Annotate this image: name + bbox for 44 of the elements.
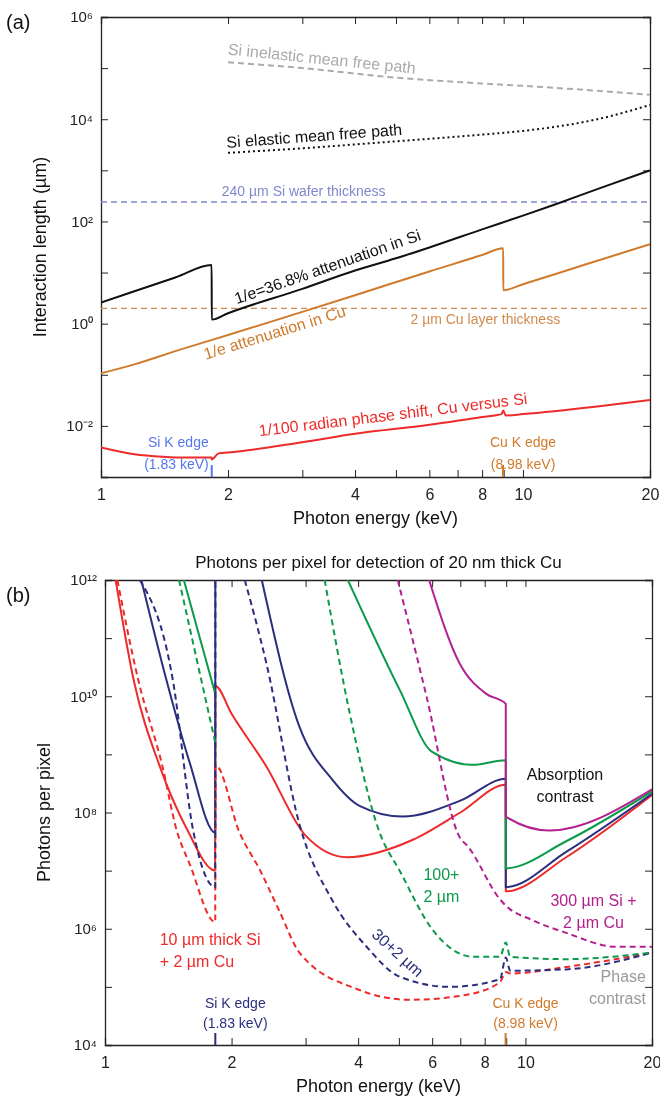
y-tick-label: 10² <box>71 212 93 230</box>
x-tick-label: 1 <box>97 486 107 504</box>
x-tick-label: 1 <box>101 1054 111 1072</box>
x-tick-label: 8 <box>478 486 488 504</box>
series-label: Si elastic mean free path <box>225 120 403 151</box>
x-tick-label: 2 <box>224 486 234 504</box>
annotation: Cu K edge (8.98 keV) <box>489 434 557 472</box>
x-tick-label: 4 <box>354 1054 364 1072</box>
annotation: Absorption contrast <box>526 765 604 805</box>
annotation: Si K edge (1.83 keV) <box>203 995 268 1031</box>
y-tick-label: 10¹² <box>70 571 97 589</box>
x-tick-label: 20 <box>641 486 660 504</box>
annotation: Si K edge (1.83 keV) <box>144 434 209 472</box>
y-tick-label: 10⁸ <box>73 803 97 821</box>
y-tick-label: 10⁰ <box>71 314 93 332</box>
y-tick-label: 10⁻² <box>66 417 93 435</box>
y-axis-title: Interaction length (µm) <box>30 156 50 338</box>
ref-line-label: 240 µm Si wafer thickness <box>221 183 386 200</box>
x-tick-label: 20 <box>643 1054 660 1072</box>
x-tick-label: 2 <box>227 1054 237 1072</box>
x-tick-label: 4 <box>351 486 361 504</box>
chart-title: Photons per pixel for detection of 20 nm thick Cu <box>195 553 562 572</box>
x-tick-label: 10 <box>517 1054 535 1072</box>
text: (b) <box>6 584 31 606</box>
series-label: 100+ 2 µm <box>423 865 460 905</box>
y-axis-title: Photons per pixel <box>34 742 54 883</box>
y-tick-label: 10¹⁰ <box>70 687 97 705</box>
x-axis-title: Photon energy (keV) <box>292 508 459 528</box>
x-tick-label: 6 <box>425 486 435 504</box>
y-tick-label: 10⁴ <box>69 110 93 128</box>
series-label: 300 µm Si + 2 µm Cu <box>550 891 637 931</box>
x-axis-title: Photon energy (keV) <box>295 1076 462 1096</box>
y-tick-label: 10⁶ <box>70 8 93 26</box>
annotation: Cu K edge (8.98 keV) <box>492 995 559 1031</box>
x-tick-label: 10 <box>514 486 533 504</box>
y-tick-label: 10⁶ <box>74 920 97 938</box>
x-tick-label: 6 <box>428 1054 438 1072</box>
text: Si inelastic mean free path <box>227 40 417 77</box>
annotation: Phase contrast <box>589 968 647 1008</box>
ref-line-label: 2 µm Cu layer thickness <box>410 311 561 328</box>
x-tick-label: 8 <box>480 1054 490 1072</box>
text: (a) <box>6 11 31 33</box>
y-tick-label: 10⁴ <box>73 1036 97 1054</box>
series-label: 10 µm thick Si + 2 µm Cu <box>159 931 261 971</box>
